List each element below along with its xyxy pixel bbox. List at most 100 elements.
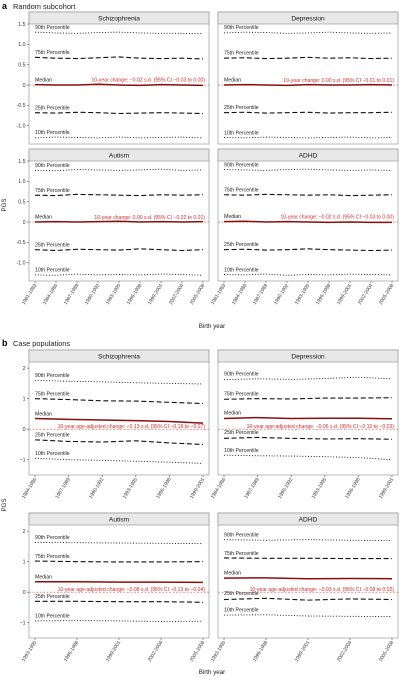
series-line-10th-percentile — [223, 136, 393, 139]
series-line-median — [34, 220, 204, 223]
series-line-25th-percentile — [35, 600, 204, 603]
section-a-title: Random subcohort — [13, 2, 75, 11]
panel-a-depression: Depression 90th Percentile 75th Percentil… — [217, 11, 399, 145]
panel-frame — [28, 148, 210, 282]
series-line-median — [223, 83, 393, 87]
y-tick-label: -1.0 — [17, 123, 26, 129]
section-a-x-axis-label: Birth year — [199, 323, 225, 330]
series-label: 25th Percentile — [224, 105, 259, 111]
series-line-25th-percentile — [223, 436, 393, 440]
series-label: 10th Percentile — [35, 451, 70, 457]
change-annotation: 10-year age-adjusted change: −0.06 s.d. … — [247, 424, 395, 430]
series-line-75th-percentile — [34, 398, 204, 405]
x-tick-label: 1993-1995 — [21, 640, 39, 663]
panel-header — [217, 148, 399, 162]
series-label: 75th Percentile — [35, 554, 70, 560]
series-line-25th-percentile — [223, 597, 393, 601]
series-label: Median — [35, 411, 52, 417]
panel-title: Autism — [109, 517, 130, 524]
panel-frame — [217, 11, 399, 145]
series-label: 75th Percentile — [35, 188, 70, 194]
panel-title: ADHD — [299, 153, 318, 160]
x-tick-label: 2002-2004 — [147, 640, 165, 663]
x-tick-label: 1993-1995 — [311, 477, 329, 500]
y-tick-label: 1.0 — [18, 42, 25, 48]
series-label: 10th Percentile — [224, 448, 259, 454]
x-tick-label: 1999-2001 — [336, 283, 354, 306]
series-line-10th-percentile — [34, 457, 204, 464]
y-tick-label: −1 — [20, 621, 26, 627]
series-line-90th-percentile — [223, 376, 393, 381]
y-tick-label: −1 — [20, 458, 26, 464]
series-line-75th-percentile — [223, 557, 392, 560]
series-label: 90th Percentile — [224, 25, 259, 31]
series-line-median — [34, 417, 204, 424]
x-tick-label: 2002-2004 — [357, 283, 375, 306]
y-tick-label: 1 — [23, 559, 26, 565]
y-tick-label: 1.5 — [18, 22, 25, 28]
series-line-75th-percentile — [34, 193, 204, 197]
series-label: 10th Percentile — [224, 130, 259, 136]
series-label: 90th Percentile — [35, 535, 70, 541]
change-annotation: 10-year change: 0.00 s.d. (95% CI −0.02 … — [94, 215, 205, 221]
series-label: 25th Percentile — [35, 594, 70, 600]
change-annotation: 10-year age-adjusted change: −0.03 s.d. … — [250, 587, 395, 593]
x-tick-label: 1981-1983 — [21, 283, 39, 306]
x-tick-label: 1996-1998 — [126, 283, 144, 306]
series-label: 25th Percentile — [35, 105, 70, 111]
panel-title: Schizophrenia — [98, 16, 140, 23]
series-line-10th-percentile — [223, 454, 393, 461]
series-label: 10th Percentile — [224, 267, 259, 273]
series-label: 75th Percentile — [224, 188, 259, 194]
panel-a-autism: Autism -1.0 -0.5 0 0.5 1.0 1.5 90th Percentile… — [17, 148, 210, 306]
series-line-10th-percentile — [223, 273, 393, 276]
x-tick-label: 1999-2001 — [147, 283, 165, 306]
panel-frame — [217, 512, 399, 639]
panel-b-schizophrenia: Schizophrenia −1 0 1 2 90th Percentile 75th P… — [20, 349, 210, 500]
series-label: 10th Percentile — [35, 130, 70, 136]
series-line-75th-percentile — [34, 56, 204, 60]
x-tick-label: 1999-2001 — [294, 640, 312, 663]
panel-title: Autism — [109, 153, 130, 160]
x-tick-label: 1990-1992 — [88, 477, 106, 500]
x-tick-label: 2005-2008 — [378, 640, 396, 663]
series-line-75th-percentile — [34, 560, 204, 563]
series-label: 90th Percentile — [35, 25, 70, 31]
panel-header — [28, 11, 210, 25]
change-annotation: 10-year change: 0.00 s.d. (95% CI −0.01 … — [283, 78, 394, 84]
series-label: 10th Percentile — [35, 268, 70, 274]
y-tick-label: 2 — [23, 529, 26, 535]
change-annotation: 10-year change: −0.02 s.d. (95% CI −0.03… — [280, 214, 394, 220]
series-label: 75th Percentile — [224, 391, 259, 397]
x-tick-label: 1987-1989 — [243, 477, 261, 500]
x-tick-label: 1984-1986 — [42, 283, 60, 306]
series-line-10th-percentile — [34, 620, 204, 622]
x-tick-label: 1987-1989 — [252, 283, 270, 306]
series-label: 90th Percentile — [35, 373, 70, 379]
x-tick-label: 1990-1992 — [277, 477, 295, 500]
panel-a-adhd: ADHD 90th Percentile 75th Percentile Media… — [210, 148, 399, 306]
series-label: Median — [35, 77, 52, 83]
y-tick-label: 0 — [23, 220, 26, 226]
series-line-median — [223, 220, 392, 224]
x-tick-label: 1993-1995 — [294, 283, 312, 306]
panel-title: ADHD — [299, 517, 318, 524]
section-b-letter: b — [2, 338, 8, 348]
panel-b-adhd: ADHD 90th Percentile 75th Percentile Media… — [210, 512, 399, 663]
series-label: Median — [224, 77, 241, 83]
series-label: 75th Percentile — [224, 551, 259, 557]
x-tick-label: 1987-1989 — [63, 283, 81, 306]
y-tick-label: 0.5 — [18, 62, 25, 68]
series-label: 90th Percentile — [224, 532, 259, 538]
series-label: 25th Percentile — [224, 430, 259, 436]
series-label: 90th Percentile — [224, 372, 259, 378]
x-tick-label: 1996-1998 — [63, 640, 81, 663]
panel-header — [217, 11, 399, 25]
y-tick-label: -1.0 — [17, 260, 26, 266]
y-tick-label: 2 — [23, 366, 26, 372]
y-tick-label: 1.5 — [18, 159, 25, 165]
x-tick-label: 1996-1998 — [252, 640, 270, 663]
y-tick-label: 0 — [23, 590, 26, 596]
section-a-y-axis-label: PGS — [1, 198, 8, 211]
